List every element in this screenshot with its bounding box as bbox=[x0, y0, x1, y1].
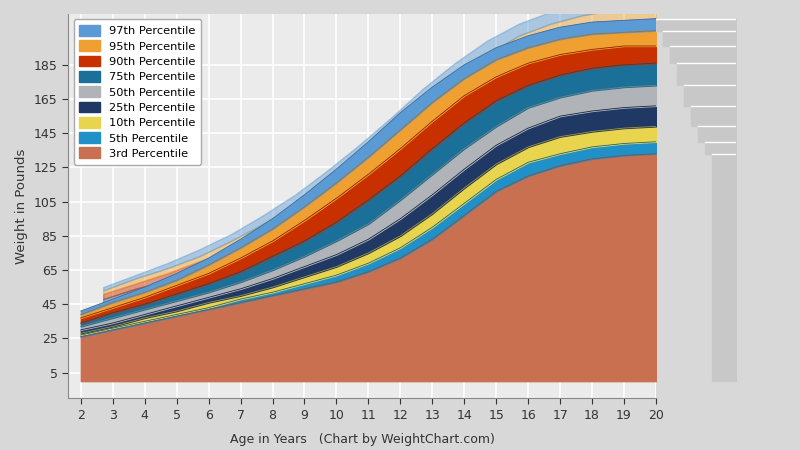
X-axis label: Age in Years   (Chart by WeightChart.com): Age in Years (Chart by WeightChart.com) bbox=[230, 433, 494, 446]
Polygon shape bbox=[656, 61, 678, 106]
Polygon shape bbox=[656, 22, 678, 63]
Polygon shape bbox=[656, 103, 678, 142]
Polygon shape bbox=[656, 0, 678, 31]
Legend: 97th Percentile, 95th Percentile, 90th Percentile, 75th Percentile, 50th Percent: 97th Percentile, 95th Percentile, 90th P… bbox=[74, 19, 201, 165]
Polygon shape bbox=[656, 39, 678, 86]
Polygon shape bbox=[656, 130, 678, 381]
Polygon shape bbox=[656, 118, 678, 154]
Polygon shape bbox=[656, 82, 678, 126]
Polygon shape bbox=[656, 7, 678, 46]
Y-axis label: Weight in Pounds: Weight in Pounds bbox=[15, 148, 28, 264]
